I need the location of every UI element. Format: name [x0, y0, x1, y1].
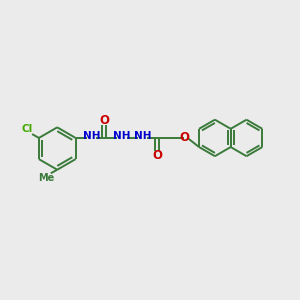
- Text: O: O: [152, 148, 162, 161]
- Text: O: O: [179, 131, 189, 144]
- Text: O: O: [99, 114, 109, 127]
- Text: Me: Me: [38, 173, 55, 183]
- Text: NH: NH: [83, 131, 100, 142]
- Text: NH: NH: [134, 131, 152, 142]
- Text: Cl: Cl: [22, 124, 33, 134]
- Text: NH: NH: [113, 131, 131, 142]
